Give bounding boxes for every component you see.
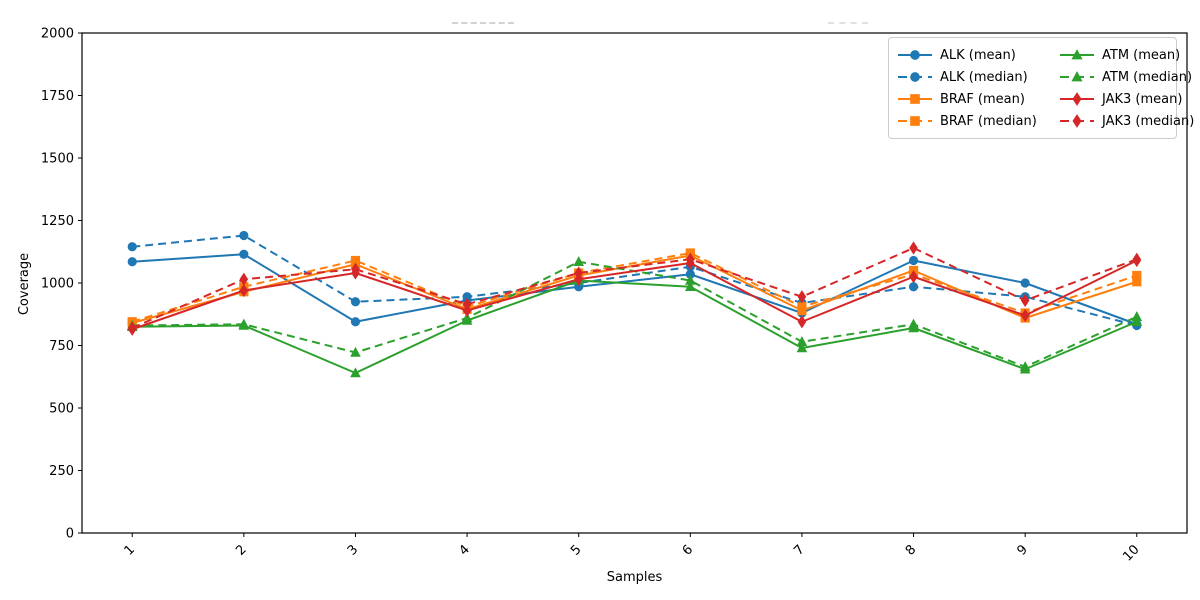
legend-entry-ALK-median: ALK (median) [897, 66, 1055, 88]
legend-entry-BRAF-mean: BRAF (mean) [897, 88, 1055, 110]
plot-border [81, 32, 1188, 534]
y-tick-label: 0 [66, 527, 74, 542]
x-tick-label: 3 [345, 542, 361, 558]
legend-entry-JAK3-median: JAK3 (median) [1059, 110, 1194, 132]
y-tick-label: 500 [49, 402, 74, 417]
legend-square-icon [898, 116, 932, 126]
legend-square-icon [898, 94, 932, 104]
legend-circle-icon [898, 50, 932, 60]
legend-column-2: ATM (mean) ATM (median) JAK3 (mean) JAK3 (m… [1059, 44, 1194, 132]
y-tick-label: 1500 [41, 152, 74, 167]
series-BRAF-median [127, 248, 1142, 327]
legend-label: ALK (median) [940, 69, 1028, 85]
legend-circle-icon [898, 72, 932, 82]
y-axis-label: Coverage [17, 252, 32, 316]
x-tick-label: 7 [791, 542, 807, 558]
y-tick-label: 1750 [41, 89, 74, 104]
x-axis-label: Samples [606, 570, 663, 585]
legend-entry-ATM-median: ATM (median) [1059, 66, 1194, 88]
legend-entry-ALK-mean: ALK (mean) [897, 44, 1055, 66]
legend-label: BRAF (mean) [940, 91, 1025, 107]
series-ATM-mean [126, 274, 1143, 378]
x-tick-label: 9 [1015, 542, 1031, 558]
series-ALK-mean [127, 249, 1142, 329]
legend-entry-ATM-mean: ATM (mean) [1059, 44, 1194, 66]
x-tick-label: 4 [456, 542, 472, 558]
series-ATM-median [126, 256, 1143, 371]
legend-label: ATM (median) [1102, 69, 1193, 85]
legend-triangle-icon [1060, 49, 1094, 60]
legend-label: ALK (mean) [940, 47, 1016, 63]
legend-entry-JAK3-mean: JAK3 (mean) [1059, 88, 1194, 110]
legend-entry-BRAF-median: BRAF (median) [897, 110, 1055, 132]
clipped-title-artifact [828, 22, 868, 24]
y-tick-label: 1000 [41, 277, 74, 292]
legend-diamond-icon [1060, 114, 1094, 128]
legend-label: BRAF (median) [940, 113, 1037, 129]
y-tick-label: 1250 [41, 214, 74, 229]
clipped-title-artifact [452, 22, 514, 24]
legend-label: ATM (mean) [1102, 47, 1181, 63]
legend-diamond-icon [1060, 92, 1094, 106]
legend-triangle-icon [1060, 71, 1094, 82]
x-tick-label: 10 [1120, 542, 1142, 564]
x-tick-label: 6 [680, 542, 696, 558]
legend-label: JAK3 (mean) [1102, 91, 1183, 107]
legend-column-1: ALK (mean) ALK (median) BRAF (mean) BRAF (m… [897, 44, 1055, 132]
x-tick-label: 5 [568, 542, 584, 558]
legend: ALK (mean) ALK (median) BRAF (mean) BRAF (m… [888, 37, 1194, 139]
y-tick-label: 750 [49, 339, 74, 354]
y-tick-label: 2000 [41, 27, 74, 42]
x-tick-label: 8 [903, 542, 919, 558]
x-tick-label: 1 [122, 542, 138, 558]
y-tick-label: 250 [49, 464, 74, 479]
series-JAK3-median [127, 241, 1142, 335]
legend-label: JAK3 (median) [1102, 113, 1195, 129]
x-tick-label: 2 [233, 542, 249, 558]
